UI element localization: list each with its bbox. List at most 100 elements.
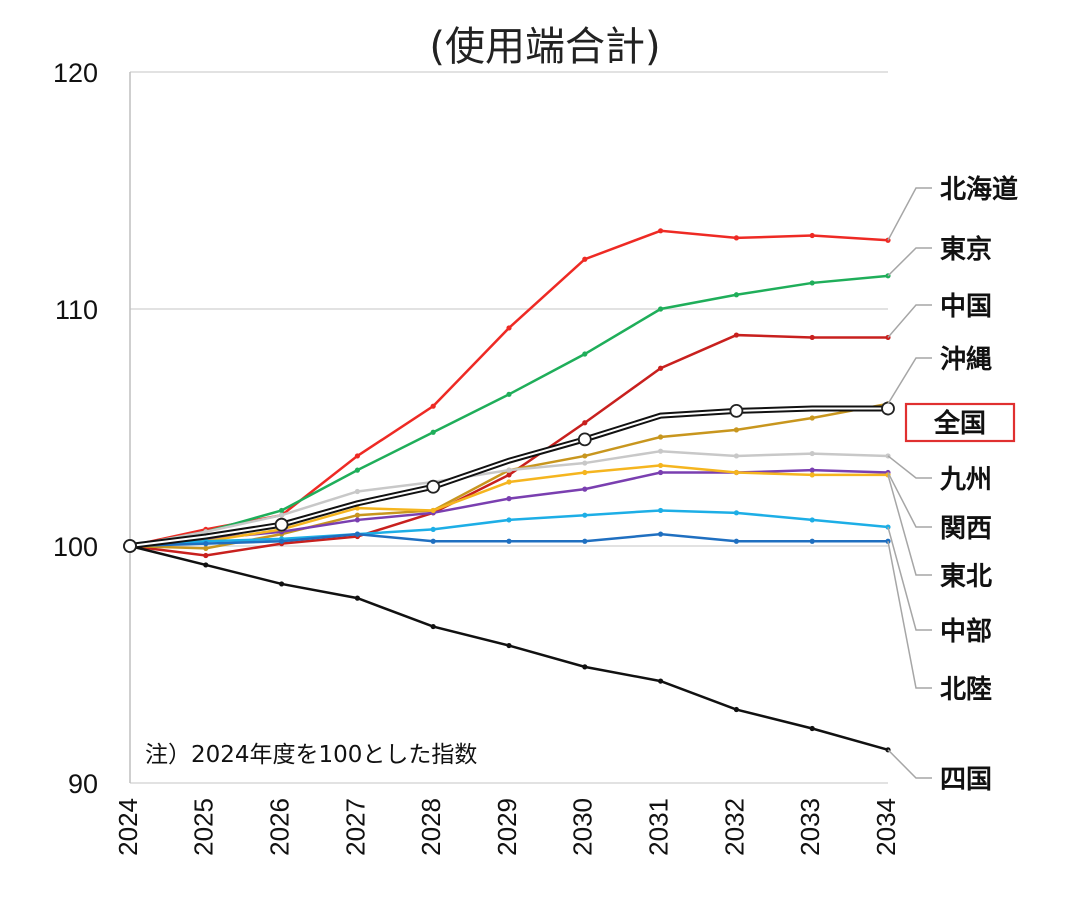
x-tick-label: 2025 (189, 798, 219, 856)
series-label: 中部 (940, 617, 992, 647)
data-point (733, 427, 740, 433)
data-point (430, 526, 436, 533)
x-tick-label: 2033 (795, 798, 825, 856)
data-point (582, 460, 588, 466)
data-point (279, 507, 285, 514)
data-point (354, 531, 360, 537)
series-line (129, 464, 888, 548)
data-point (881, 401, 895, 416)
data-point (203, 552, 209, 559)
data-point (809, 450, 815, 457)
data-point (354, 467, 360, 473)
leader-line (887, 357, 932, 405)
origin-point (123, 539, 137, 553)
leader-line (887, 247, 932, 277)
data-point (430, 538, 436, 544)
x-tick-label: 2032 (719, 798, 749, 856)
chart-note: 注）2024年度を100とした指数 (145, 742, 477, 768)
series-label: 中国 (940, 292, 992, 322)
data-point (809, 517, 815, 523)
data-point (577, 432, 592, 447)
data-point (658, 469, 664, 476)
data-point (582, 256, 588, 262)
data-point (733, 332, 740, 338)
leader-line (887, 526, 932, 631)
x-tick-label: 2024 (113, 798, 143, 856)
x-tick-label: 2034 (871, 798, 901, 856)
chart-title: (使用端合計) (429, 24, 660, 70)
data-point (729, 404, 744, 418)
data-point (506, 325, 512, 331)
series-label: 東京 (940, 234, 992, 265)
data-point (733, 453, 740, 459)
data-point (430, 507, 436, 514)
series-label: 沖縄 (940, 345, 992, 375)
y-axis-ticks: 90 100 110 120 (53, 58, 98, 799)
data-point (809, 538, 815, 544)
data-point (430, 403, 436, 409)
data-point (506, 479, 512, 485)
data-point (658, 507, 664, 514)
leader-line (887, 187, 932, 241)
x-tick-label: 2030 (568, 798, 598, 856)
data-point (733, 510, 740, 516)
highlight-box (904, 402, 1016, 443)
data-point (809, 472, 815, 478)
series-label: 北海道 (940, 174, 1018, 205)
y-tick-label: 90 (68, 769, 98, 799)
data-point (354, 517, 360, 523)
series-lines (123, 228, 895, 753)
leader-line (887, 455, 932, 479)
series-line (129, 407, 888, 547)
data-point (279, 512, 285, 518)
data-point (809, 232, 815, 239)
series-label: 四国 (940, 765, 992, 795)
leader-line (887, 472, 932, 528)
x-axis-ticks: 2024 2025 2026 2027 2028 2029 2030 2031 2032 2033… (113, 798, 901, 856)
x-tick-label: 2026 (264, 798, 294, 856)
data-point (354, 488, 360, 495)
data-point (506, 538, 512, 544)
leader-line (887, 541, 932, 689)
data-point (506, 467, 512, 473)
data-point (809, 334, 815, 341)
data-point (203, 545, 209, 551)
data-point (809, 415, 815, 421)
data-point (582, 538, 588, 544)
data-point (203, 541, 209, 547)
y-tick-label: 100 (53, 532, 98, 562)
data-point (426, 479, 441, 494)
data-point (733, 469, 740, 476)
data-point (658, 434, 664, 440)
data-point (582, 453, 588, 459)
data-point (506, 517, 512, 523)
data-point (809, 467, 815, 473)
data-point (658, 306, 664, 312)
label-leader-lines (887, 187, 932, 779)
data-point (582, 486, 588, 492)
data-point (582, 351, 588, 357)
data-point (430, 429, 436, 435)
series-label: 関西 (940, 514, 992, 544)
data-point (582, 664, 588, 670)
data-point (658, 462, 664, 469)
x-tick-label: 2028 (416, 798, 446, 856)
data-point (658, 228, 664, 234)
grid (130, 71, 888, 784)
series-label: 全国 (933, 408, 986, 439)
x-tick-label: 2027 (340, 798, 370, 856)
data-point (354, 595, 360, 601)
y-tick-label: 120 (53, 58, 98, 88)
data-point (506, 472, 512, 478)
series-label: 東北 (940, 562, 992, 592)
leader-line (887, 749, 932, 779)
data-point (582, 512, 588, 518)
data-point (658, 678, 664, 684)
data-point (733, 706, 740, 713)
x-tick-label: 2029 (492, 798, 522, 856)
data-point (582, 469, 588, 476)
data-point (506, 496, 512, 502)
data-point (733, 538, 740, 544)
data-point (203, 562, 209, 568)
